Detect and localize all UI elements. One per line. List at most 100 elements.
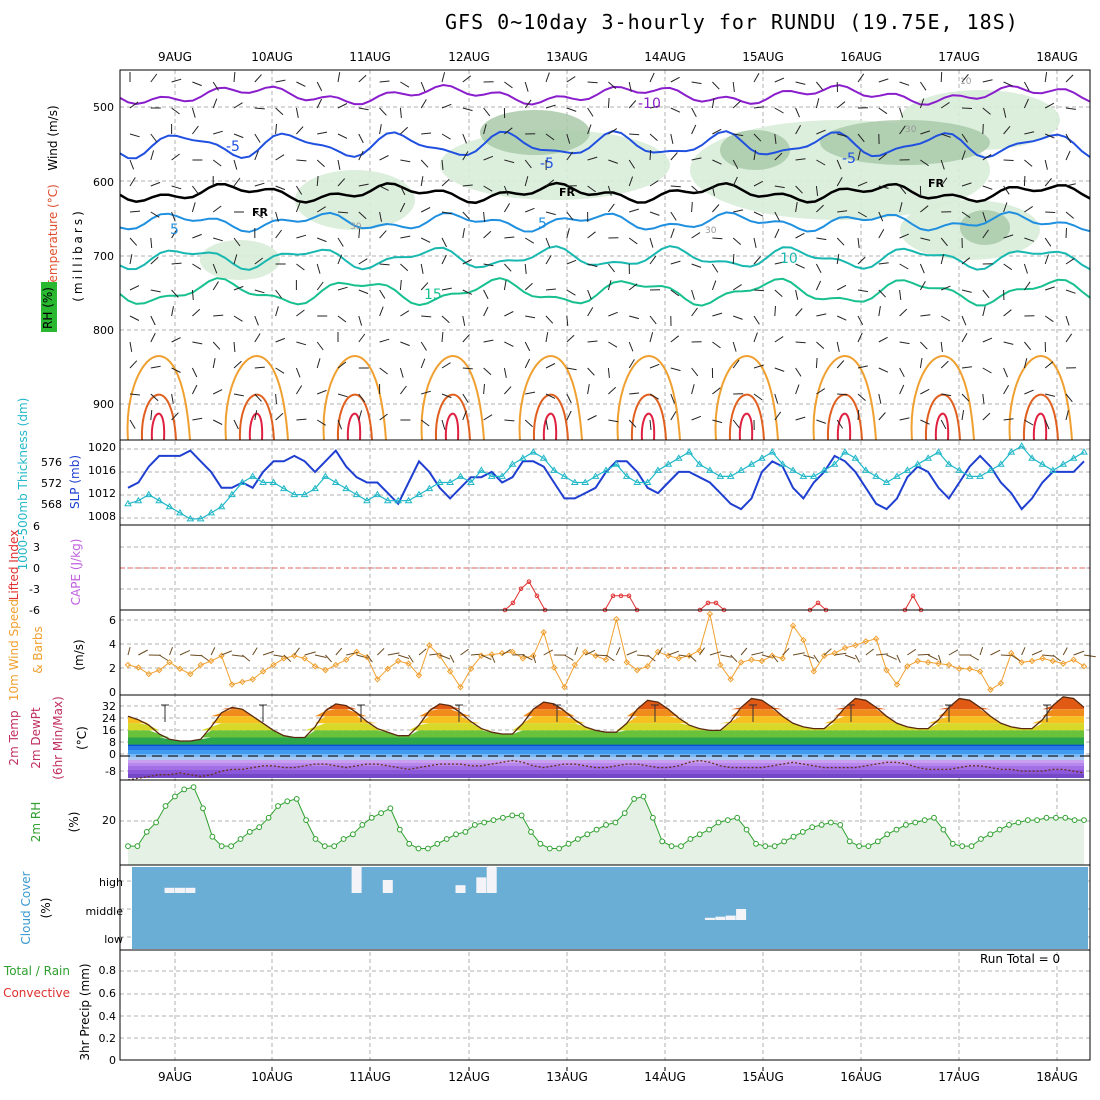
wind-barb xyxy=(961,73,969,83)
wind-barb xyxy=(212,389,223,395)
wind-speed-point xyxy=(124,661,132,669)
wind-barb xyxy=(296,309,305,317)
thickness-point xyxy=(882,478,891,485)
wind-barb xyxy=(337,211,349,214)
rh-point xyxy=(771,843,778,849)
wind-speed-point xyxy=(872,635,880,642)
wind-barb xyxy=(753,237,757,248)
rh-point xyxy=(565,840,572,847)
wind-barb xyxy=(524,263,527,274)
wind-barb xyxy=(379,211,382,222)
wind-barb xyxy=(379,263,390,266)
wind-barb xyxy=(503,185,509,196)
wind-barb xyxy=(233,254,238,265)
wind-barb xyxy=(420,159,429,168)
wind-barb xyxy=(504,386,512,395)
wind-barb xyxy=(545,363,556,369)
wind-barb xyxy=(920,205,929,213)
high-cloud-bar xyxy=(174,887,185,893)
wind-barb xyxy=(1003,202,1008,213)
rh-point xyxy=(406,840,413,847)
surface-wind-barb xyxy=(720,654,732,658)
wind-barb xyxy=(483,107,491,117)
wind-barb xyxy=(587,231,596,239)
wind-barb xyxy=(878,153,887,161)
thickness-point xyxy=(529,448,538,455)
date-label: 17AUG xyxy=(938,50,980,64)
wind-barb xyxy=(545,332,549,343)
wind-barb xyxy=(816,313,827,317)
temp-fill-band xyxy=(128,723,1084,731)
wind-barb xyxy=(1065,74,1074,83)
surface-wind-barb xyxy=(813,654,820,663)
wind-speed-point xyxy=(613,615,620,623)
wind-barb xyxy=(961,410,965,421)
surface-wind-barb xyxy=(688,654,697,662)
surface-wind-barb xyxy=(979,647,984,656)
surface-wind-barb xyxy=(127,646,131,656)
wind-barb xyxy=(254,107,265,110)
wind-barb xyxy=(400,159,411,163)
rh-point xyxy=(237,836,244,842)
wind-barb xyxy=(150,73,158,83)
wind-barb xyxy=(233,360,242,369)
pressure-tick: 700 xyxy=(93,250,114,263)
wind-label: Wind (m/s) xyxy=(46,105,60,170)
wind-speed-point xyxy=(394,657,402,665)
wind-barb xyxy=(441,237,447,248)
wind-barb xyxy=(816,341,825,349)
wind-barb xyxy=(504,236,515,239)
wind-barb xyxy=(191,125,199,135)
wind-barb xyxy=(649,149,652,161)
wind-speed-point xyxy=(426,642,433,649)
rh-point xyxy=(443,836,450,842)
surface-wind-barb xyxy=(231,654,244,657)
wind-barb xyxy=(961,257,971,265)
temperature-label: Temperature (°C) xyxy=(46,184,60,289)
contour-labels: -10 -5 -5 -5 5 5 10 15 FR FR FR 30 30 30… xyxy=(170,77,972,303)
wind-barb xyxy=(774,305,776,317)
thickness-point xyxy=(996,460,1005,467)
wind-barb xyxy=(982,337,993,343)
warm-contour xyxy=(126,355,191,441)
wind-barb xyxy=(670,393,675,404)
rh-point xyxy=(949,840,956,847)
wind-barb xyxy=(275,107,284,116)
wind-barb xyxy=(982,123,984,135)
wind-speed-point xyxy=(436,652,443,659)
rh-point xyxy=(359,822,366,828)
wind-speed-point xyxy=(145,670,152,678)
thickness-tick: 576 xyxy=(41,456,62,469)
bottom-date-axis: 9AUG 10AUG 11AUG 12AUG 13AUG 14AUG 15AUG… xyxy=(158,1070,1078,1084)
wind-barb xyxy=(857,315,864,326)
wind-speed-point xyxy=(187,670,194,678)
wind-speed-point xyxy=(800,636,807,644)
wind-barb xyxy=(441,103,452,109)
wind-barb xyxy=(233,315,243,322)
wind-barb xyxy=(1045,286,1055,291)
rh-point xyxy=(387,805,394,812)
wind-speed-point xyxy=(841,644,849,652)
wind-barb xyxy=(691,232,701,239)
surface-wind-barb xyxy=(574,647,578,656)
rh-point xyxy=(143,829,150,835)
rh2m-y-axis: 20 2m RH (%) xyxy=(29,802,116,843)
wind-speed-point xyxy=(883,666,890,674)
wind-speed-point xyxy=(1039,655,1046,662)
wind-speed-point xyxy=(987,686,994,693)
thickness-point xyxy=(757,454,766,461)
surface-wind-barb xyxy=(917,653,930,656)
pressure-y-axis: 576 572 568 1020 1016 1012 1008 1000-500… xyxy=(16,398,116,571)
thickness-point xyxy=(1048,466,1057,473)
wind-barb xyxy=(691,384,695,395)
temperature-contour xyxy=(119,245,1091,271)
wind-barb xyxy=(920,341,928,350)
surface-wind-barb xyxy=(990,649,1001,656)
wind-barb xyxy=(295,385,303,395)
wind-barb xyxy=(462,151,469,161)
thickness-point xyxy=(279,484,288,492)
wind-speed-point xyxy=(498,649,506,657)
wind-barb xyxy=(171,262,182,265)
wind-barb xyxy=(545,393,556,399)
wind-barb xyxy=(150,332,156,343)
